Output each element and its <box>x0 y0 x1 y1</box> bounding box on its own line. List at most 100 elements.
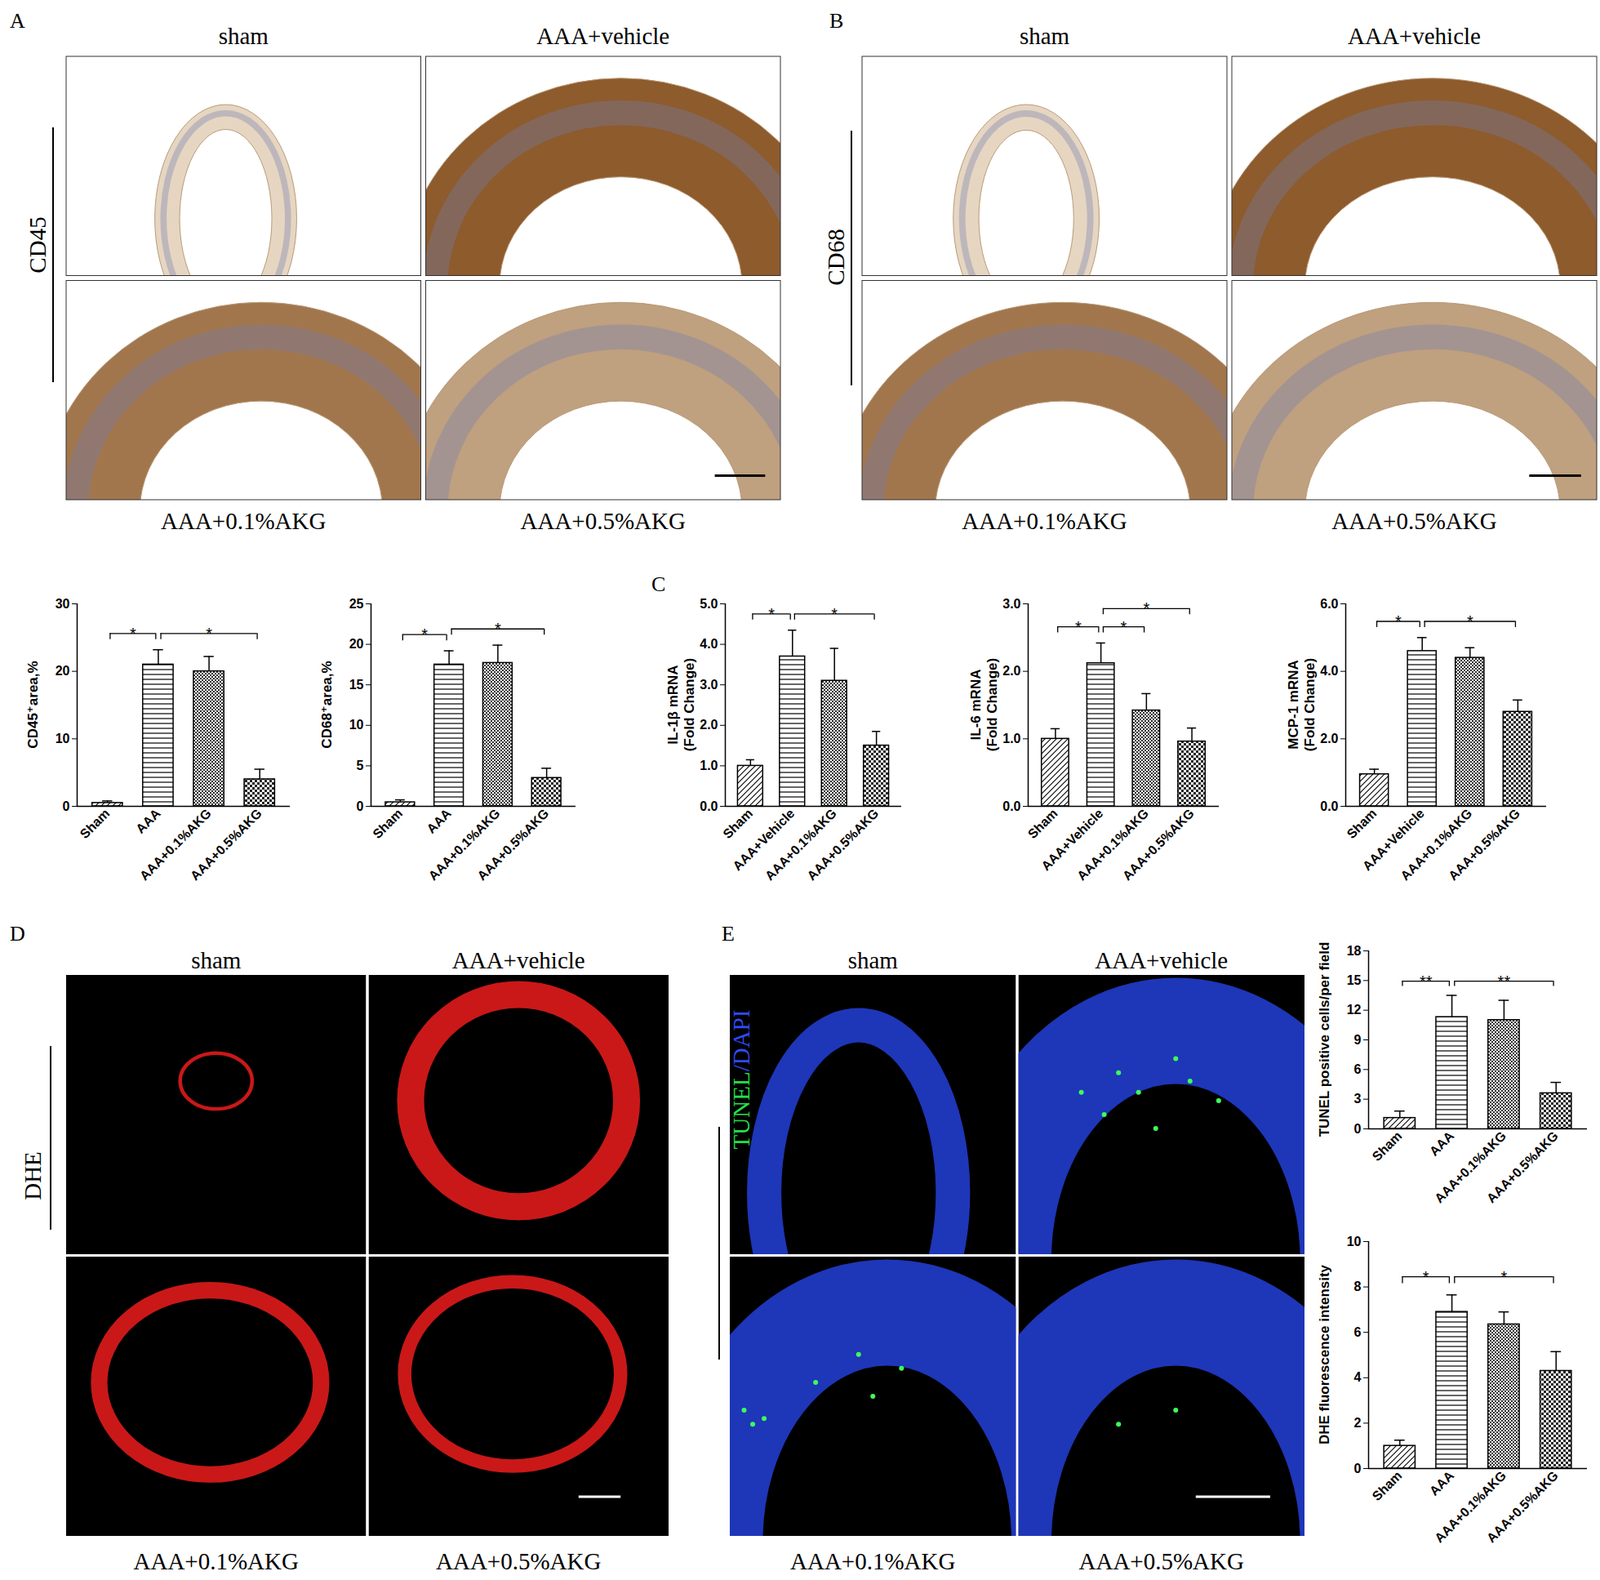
svg-text:0.0: 0.0 <box>1320 799 1338 814</box>
svg-text:*: * <box>494 619 502 638</box>
svg-text:20: 20 <box>55 663 71 678</box>
svg-text:Sham: Sham <box>1025 805 1061 841</box>
svg-text:AAA+0.5%AKG: AAA+0.5%AKG <box>474 805 552 883</box>
svg-text:AAA+0.5%AKG: AAA+0.5%AKG <box>1484 1467 1561 1545</box>
svg-text:TUNEL/DAPI: TUNEL/DAPI <box>728 1009 755 1150</box>
svg-text:AAA+0.5%AKG: AAA+0.5%AKG <box>1120 805 1197 883</box>
svg-text:Sham: Sham <box>1344 805 1380 841</box>
svg-text:AAA+0.1%AKG: AAA+0.1%AKG <box>790 1547 956 1574</box>
svg-text:MCP-1 mRNA(Fold Change): MCP-1 mRNA(Fold Change) <box>1285 657 1318 752</box>
svg-text:*: * <box>1422 1267 1430 1286</box>
svg-text:3.0: 3.0 <box>699 677 718 692</box>
svg-text:1.0: 1.0 <box>699 758 718 773</box>
svg-text:IL-1β mRNA(Fold Change): IL-1β mRNA(Fold Change) <box>665 657 698 752</box>
svg-text:5: 5 <box>356 758 365 773</box>
svg-text:CD68⁺area,%: CD68⁺area,% <box>319 660 335 748</box>
svg-text:2.0: 2.0 <box>1320 731 1338 746</box>
svg-text:0: 0 <box>62 799 71 814</box>
svg-text:3.0: 3.0 <box>1002 596 1021 611</box>
svg-text:Sham: Sham <box>77 805 113 841</box>
svg-text:10: 10 <box>1346 1234 1362 1249</box>
svg-text:0.0: 0.0 <box>1002 799 1021 814</box>
svg-text:AAA: AAA <box>1426 1128 1458 1159</box>
svg-text:15: 15 <box>349 677 365 692</box>
svg-text:A: A <box>9 8 26 33</box>
svg-text:CD68: CD68 <box>822 228 849 285</box>
svg-text:10: 10 <box>55 731 71 746</box>
svg-text:AAA+vehicle: AAA+vehicle <box>536 22 670 49</box>
svg-text:Sham: Sham <box>1369 1467 1405 1503</box>
svg-text:DHE: DHE <box>19 1151 46 1200</box>
svg-text:AAA+0.5%AKG: AAA+0.5%AKG <box>520 507 686 534</box>
svg-text:AAA+vehicle: AAA+vehicle <box>452 946 586 974</box>
svg-text:10: 10 <box>349 717 365 732</box>
svg-text:8: 8 <box>1354 1279 1362 1294</box>
svg-text:TUNEL positive cells/per field: TUNEL positive cells/per field <box>1316 942 1333 1138</box>
svg-text:*: * <box>1120 617 1128 636</box>
svg-text:AAA+0.5%AKG: AAA+0.5%AKG <box>435 1547 601 1574</box>
svg-text:*: * <box>1142 599 1150 618</box>
svg-text:AAA+0.1%AKG: AAA+0.1%AKG <box>961 507 1127 534</box>
svg-text:*: * <box>1395 612 1402 631</box>
svg-text:CD45: CD45 <box>24 216 51 273</box>
svg-text:30: 30 <box>55 596 71 611</box>
svg-text:AAA+0.5%AKG: AAA+0.5%AKG <box>1484 1128 1561 1205</box>
svg-text:AAA+vehicle: AAA+vehicle <box>1347 22 1481 49</box>
svg-text:AAA+0.5%AKG: AAA+0.5%AKG <box>804 805 881 883</box>
svg-text:E: E <box>721 921 735 946</box>
svg-text:6: 6 <box>1354 1062 1362 1076</box>
svg-text:*: * <box>129 624 137 643</box>
svg-text:AAA+0.5%AKG: AAA+0.5%AKG <box>1331 507 1497 534</box>
svg-text:1.0: 1.0 <box>1002 731 1021 746</box>
svg-text:DHE fluorescence intensity: DHE fluorescence intensity <box>1316 1263 1333 1445</box>
svg-text:0: 0 <box>1354 1461 1362 1476</box>
svg-text:5.0: 5.0 <box>699 596 718 611</box>
svg-text:0.0: 0.0 <box>699 799 718 814</box>
svg-text:18: 18 <box>1346 943 1362 958</box>
svg-text:AAA+0.1%AKG: AAA+0.1%AKG <box>762 805 840 883</box>
svg-text:*: * <box>1075 617 1082 636</box>
svg-text:C: C <box>651 572 666 596</box>
svg-text:4: 4 <box>1354 1369 1362 1384</box>
svg-text:AAA: AAA <box>423 805 454 836</box>
svg-text:Sham: Sham <box>1369 1128 1405 1164</box>
svg-text:12: 12 <box>1346 1002 1362 1017</box>
svg-text:*: * <box>1501 1267 1508 1286</box>
svg-text:sham: sham <box>218 22 270 49</box>
svg-text:25: 25 <box>349 596 365 611</box>
svg-text:*: * <box>1466 612 1474 631</box>
svg-text:AAA+0.5%AKG: AAA+0.5%AKG <box>187 805 265 883</box>
svg-text:0: 0 <box>1354 1121 1362 1136</box>
svg-text:D: D <box>9 921 26 946</box>
svg-text:*: * <box>205 624 213 643</box>
svg-text:2: 2 <box>1354 1415 1362 1430</box>
svg-text:2.0: 2.0 <box>1002 663 1021 678</box>
svg-text:2.0: 2.0 <box>699 717 718 732</box>
svg-text:Sham: Sham <box>720 805 756 841</box>
svg-text:AAA+0.1%AKG: AAA+0.1%AKG <box>160 507 326 534</box>
svg-text:3: 3 <box>1354 1091 1362 1106</box>
svg-text:Sham: Sham <box>369 805 405 841</box>
svg-text:15: 15 <box>1346 973 1362 987</box>
svg-text:AAA+vehicle: AAA+vehicle <box>1094 946 1228 974</box>
svg-text:IL-6 mRNA(Fold Change): IL-6 mRNA(Fold Change) <box>968 657 1000 752</box>
svg-text:AAA+0.1%AKG: AAA+0.1%AKG <box>133 1547 299 1574</box>
svg-text:**: ** <box>1497 972 1512 991</box>
svg-text:*: * <box>768 604 775 623</box>
svg-text:4.0: 4.0 <box>1320 663 1338 678</box>
svg-text:CD45⁺area,%: CD45⁺area,% <box>25 660 41 748</box>
svg-text:*: * <box>421 625 428 644</box>
svg-text:sham: sham <box>1019 22 1071 49</box>
svg-text:AAA+0.5%AKG: AAA+0.5%AKG <box>1079 1547 1245 1574</box>
svg-text:9: 9 <box>1354 1032 1362 1047</box>
svg-text:AAA: AAA <box>133 805 164 836</box>
svg-text:B: B <box>829 8 844 33</box>
svg-text:sham: sham <box>848 946 899 974</box>
svg-text:sham: sham <box>191 946 242 974</box>
svg-text:6: 6 <box>1354 1324 1362 1339</box>
svg-text:AAA: AAA <box>1426 1467 1458 1498</box>
svg-text:6.0: 6.0 <box>1320 596 1338 611</box>
svg-text:20: 20 <box>349 636 365 651</box>
svg-text:0: 0 <box>356 799 365 814</box>
svg-text:4.0: 4.0 <box>699 636 718 651</box>
